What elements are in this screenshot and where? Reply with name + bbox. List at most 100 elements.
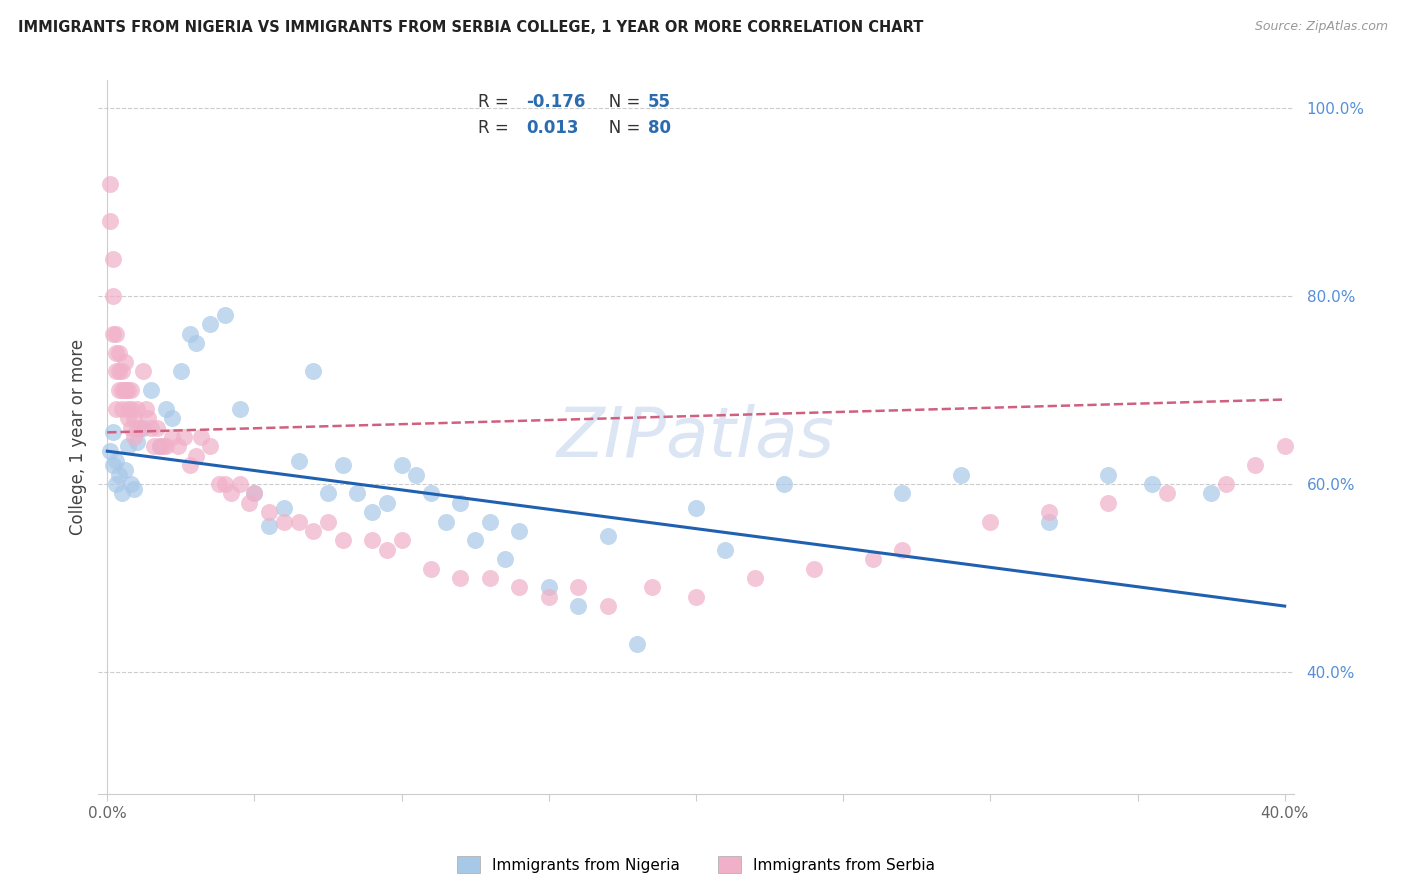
Text: 80: 80 [648, 120, 671, 137]
Point [375, 542, 398, 557]
Point [125, 420, 148, 434]
Point [114, 463, 136, 477]
Point [155, 440, 177, 454]
Point [105, 345, 128, 359]
Point [141, 420, 163, 434]
Y-axis label: College, 1 year or more: College, 1 year or more [69, 339, 87, 535]
Point [108, 467, 131, 482]
Point [891, 542, 914, 557]
Point [714, 542, 737, 557]
Point [434, 515, 457, 529]
Point [375, 496, 398, 510]
Point [537, 580, 560, 594]
Point [105, 326, 128, 341]
Point [420, 486, 443, 500]
Point [316, 486, 339, 500]
Point [214, 308, 236, 322]
Point [170, 364, 193, 378]
Point [101, 289, 124, 303]
Point [243, 486, 266, 500]
Point [108, 364, 131, 378]
Point [567, 599, 589, 613]
Point [200, 440, 222, 454]
Point [287, 515, 309, 529]
Point [117, 383, 139, 397]
Point [238, 496, 260, 510]
Text: R =: R = [478, 94, 515, 112]
Point [190, 430, 212, 444]
Point [685, 590, 707, 604]
Point [567, 580, 589, 594]
Point [184, 449, 207, 463]
Point [450, 571, 472, 585]
Point [111, 401, 134, 416]
Point [138, 411, 160, 425]
Text: N =: N = [593, 94, 645, 112]
Point [131, 420, 153, 434]
Point [120, 401, 142, 416]
Point [101, 326, 124, 341]
Point [478, 571, 501, 585]
Point [122, 482, 145, 496]
Point [302, 524, 325, 538]
Point [105, 453, 128, 467]
Point [167, 440, 190, 454]
Point [773, 477, 796, 491]
Point [478, 515, 501, 529]
Point [179, 458, 201, 473]
Point [214, 477, 236, 491]
Point [332, 533, 354, 548]
Point [1215, 477, 1237, 491]
Point [108, 383, 131, 397]
Text: -0.176: -0.176 [526, 94, 586, 112]
Point [98, 177, 121, 191]
Point [1244, 458, 1267, 473]
Point [111, 486, 134, 500]
Point [120, 477, 142, 491]
Point [120, 383, 142, 397]
Point [98, 214, 121, 228]
Point [1274, 440, 1296, 454]
Point [949, 467, 972, 482]
Point [117, 401, 139, 416]
Point [184, 336, 207, 351]
Point [1038, 515, 1060, 529]
Point [105, 364, 128, 378]
Point [494, 552, 516, 566]
Point [114, 383, 136, 397]
Point [219, 486, 242, 500]
Point [1038, 505, 1060, 519]
Point [537, 590, 560, 604]
Point [149, 440, 172, 454]
Point [420, 561, 443, 575]
Point [450, 496, 472, 510]
Point [316, 515, 339, 529]
Point [98, 444, 121, 458]
Point [101, 425, 124, 440]
Text: ZIP​atlas: ZIP​atlas [557, 403, 835, 471]
Point [1199, 486, 1222, 500]
Point [122, 430, 145, 444]
Point [105, 477, 128, 491]
Point [208, 477, 231, 491]
Point [101, 458, 124, 473]
Point [146, 420, 169, 434]
Point [685, 500, 707, 515]
Text: N =: N = [593, 120, 645, 137]
Point [862, 552, 884, 566]
Point [346, 486, 368, 500]
Text: 55: 55 [648, 94, 671, 112]
Point [508, 580, 530, 594]
Point [626, 637, 648, 651]
Point [117, 440, 139, 454]
Point [464, 533, 486, 548]
Point [332, 458, 354, 473]
Text: Source: ZipAtlas.com: Source: ZipAtlas.com [1254, 20, 1388, 33]
Point [391, 458, 413, 473]
Point [257, 519, 280, 533]
Point [128, 420, 150, 434]
Point [979, 515, 1001, 529]
Point [243, 486, 266, 500]
Point [302, 364, 325, 378]
Point [160, 430, 183, 444]
